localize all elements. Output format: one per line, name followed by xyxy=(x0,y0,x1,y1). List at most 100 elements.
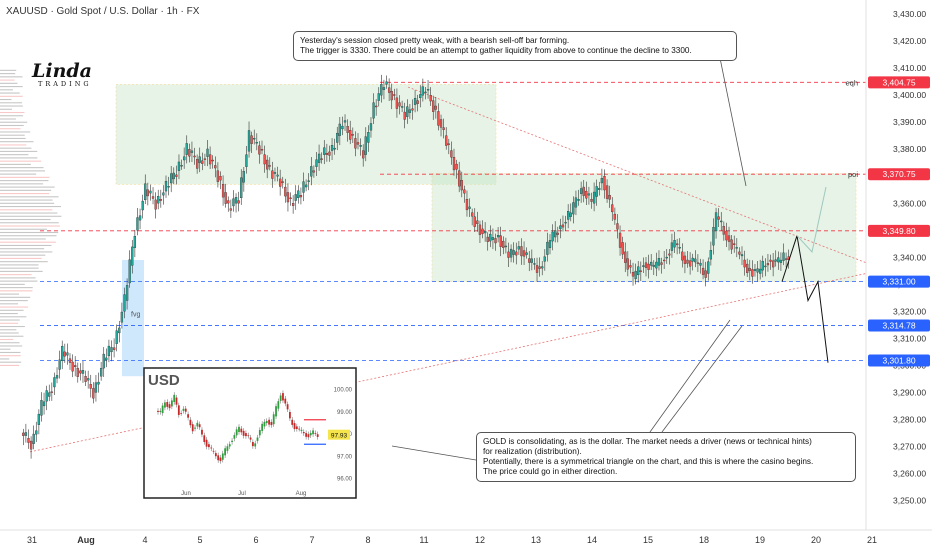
x-tick-label: 18 xyxy=(699,535,709,545)
candle-body xyxy=(764,265,767,268)
candle-body xyxy=(302,181,305,193)
candle-body xyxy=(569,212,572,217)
brand-logo: Linda TRADING xyxy=(32,60,92,88)
price-label-box xyxy=(868,224,930,237)
volume-profile-bar xyxy=(0,280,38,282)
x-tick-label: 31 xyxy=(27,535,37,545)
x-tick-label: 21 xyxy=(867,535,877,545)
x-tick-label: 15 xyxy=(643,535,653,545)
candle-body xyxy=(164,181,168,192)
candle-body xyxy=(442,127,445,130)
candle-body xyxy=(255,142,258,144)
candle-body xyxy=(219,176,222,181)
candle-body xyxy=(247,130,251,152)
candle-body xyxy=(266,159,269,170)
inset-candle-body xyxy=(205,439,208,447)
candle-body xyxy=(709,250,713,260)
candle-body xyxy=(227,200,230,204)
inset-candle-body xyxy=(212,450,215,452)
candle-body xyxy=(473,216,476,227)
candle-body xyxy=(395,97,399,109)
candle-body xyxy=(447,143,450,145)
candle-body xyxy=(769,259,772,262)
candle-body xyxy=(206,148,209,157)
fvg-label: fvg xyxy=(131,312,140,319)
annotation-pointer xyxy=(649,319,731,433)
inset-candle-body xyxy=(279,395,282,401)
volume-profile-bar xyxy=(0,202,55,204)
candle-body xyxy=(426,89,430,91)
candle-body xyxy=(136,217,139,231)
volume-profile-bar xyxy=(0,218,51,221)
candle-body xyxy=(84,376,87,382)
y-axis: 3,250.00 3,260.00 3,270.00 3,280.00 3,290.00… xyxy=(865,0,930,530)
candle-body xyxy=(29,440,33,450)
candle-body xyxy=(154,199,157,210)
candle-body xyxy=(224,192,227,204)
candle-body xyxy=(149,190,152,194)
candle-body xyxy=(494,238,497,244)
candle-body xyxy=(582,186,585,196)
volume-profile-bar xyxy=(0,309,24,311)
inset-candle-body xyxy=(247,435,250,437)
inset-candle-body xyxy=(191,424,194,432)
volume-profile-bar xyxy=(0,82,18,84)
triangle-lower-line xyxy=(29,273,867,453)
candle-body xyxy=(159,199,162,201)
volume-profile-bar xyxy=(0,342,20,344)
candle-body xyxy=(631,272,635,277)
candle-body xyxy=(437,111,440,126)
candle-body xyxy=(730,239,733,250)
candle-body xyxy=(743,259,746,268)
inset-candle-body xyxy=(194,427,196,429)
volume-profile-bar xyxy=(0,134,25,136)
candle-body xyxy=(110,347,113,353)
candle-body xyxy=(738,251,741,255)
candle-body xyxy=(177,161,181,171)
candle-body xyxy=(535,265,539,273)
candle-body xyxy=(79,370,82,374)
y-tick-label: 3,320.00 xyxy=(893,306,926,316)
candle-body xyxy=(133,236,137,248)
candle-body xyxy=(564,221,567,224)
candle-body xyxy=(675,243,679,246)
candle-body xyxy=(771,260,775,268)
volume-profile-bar xyxy=(0,270,43,272)
inset-candle-body xyxy=(254,443,257,447)
volume-profile-bar xyxy=(0,351,21,354)
candle-body xyxy=(650,261,653,266)
candle-body xyxy=(458,170,461,187)
inset-candle-body xyxy=(166,402,169,407)
candle-body xyxy=(245,154,248,167)
inset-candle-body xyxy=(175,397,178,405)
volume-profile-bar xyxy=(0,319,20,321)
inset-y-tick: 99.00 xyxy=(337,410,353,416)
candle-body xyxy=(735,247,738,249)
candle-body xyxy=(40,400,43,416)
candle-body xyxy=(333,147,336,150)
inset-candle-body xyxy=(198,424,201,428)
inset-candle-body xyxy=(203,435,206,443)
candle-body xyxy=(634,270,637,280)
candle-body xyxy=(328,151,331,156)
candle-body xyxy=(782,252,785,261)
candle-body xyxy=(515,251,518,256)
candle-body xyxy=(50,391,53,393)
volume-profile-bar xyxy=(0,241,56,243)
inset-candle-body xyxy=(240,428,243,433)
candle-body xyxy=(299,194,303,198)
inset-candle-body xyxy=(233,435,236,439)
candle-body xyxy=(439,119,443,128)
inset-candle-body xyxy=(302,432,305,434)
candle-body xyxy=(686,259,689,264)
inset-candle-body xyxy=(238,426,240,432)
candle-body xyxy=(185,143,188,155)
candle-body xyxy=(279,178,282,187)
volume-profile-bar xyxy=(0,215,62,217)
candle-body xyxy=(663,259,666,262)
price-label-box xyxy=(868,275,930,288)
volume-profile-bar xyxy=(0,193,50,195)
volume-profile-bar xyxy=(0,248,45,250)
candle-body xyxy=(468,206,471,209)
